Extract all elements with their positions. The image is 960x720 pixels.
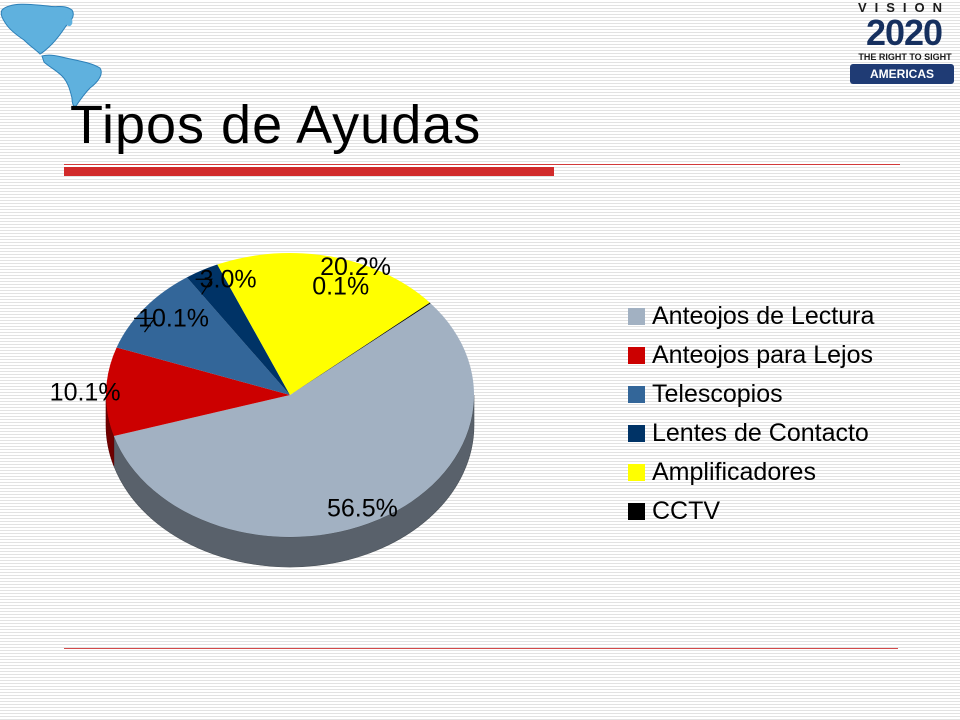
- leader-line-3: [195, 278, 213, 295]
- legend-label-3: Lentes de Contacto: [652, 419, 869, 447]
- legend-label-1: Anteojos para Lejos: [652, 341, 873, 369]
- footer-divider: [64, 648, 898, 649]
- legend-label-2: Telescopios: [652, 380, 783, 408]
- legend-label-4: Amplificadores: [652, 458, 816, 486]
- data-label-0: 56.5%: [327, 495, 398, 523]
- legend-swatch-0: [628, 308, 645, 325]
- title-underline-bar: [64, 167, 554, 176]
- pie-slice-lentes-de-contacto: [186, 264, 290, 395]
- data-label-5: 0.1%: [312, 273, 369, 301]
- legend-label-0: Anteojos de Lectura: [652, 302, 874, 330]
- pie-slice-telescopios: [116, 277, 290, 395]
- legend-swatch-5: [628, 503, 645, 520]
- data-label-2: 10.1%: [138, 304, 209, 332]
- logo-region-badge: AMERICAS: [850, 64, 954, 84]
- logo-year-text: 2020: [865, 12, 943, 53]
- data-label-1: 10.1%: [50, 378, 121, 406]
- legend-swatch-1: [628, 347, 645, 364]
- legend-swatch-3: [628, 425, 645, 442]
- legend-label-5: CCTV: [652, 497, 720, 525]
- pie-slice-anteojos-de-lectura: [113, 303, 474, 537]
- pie-slice-anteojos-para-lejos: [106, 347, 290, 437]
- pie-slice-amplificadores: [217, 252, 430, 395]
- logo-vision-text: VISION: [857, 0, 951, 15]
- americas-map-icon: [0, 3, 102, 107]
- logo-tagline: THE RIGHT TO SIGHT: [858, 52, 952, 62]
- data-label-3: 3.0%: [200, 265, 257, 293]
- title-underline-thin: [64, 164, 900, 165]
- pie-slice-cctv: [290, 302, 431, 395]
- legend-swatch-4: [628, 464, 645, 481]
- data-label-4: 20.2%: [320, 253, 391, 281]
- slide-title: Tipos de Ayudas: [70, 95, 482, 155]
- vision-2020-logo: VISION 2020 THE RIGHT TO SIGHT AMERICAS: [846, 0, 960, 92]
- leader-line-2: [134, 317, 156, 333]
- legend-swatch-2: [628, 386, 645, 403]
- pie-top-layer: [106, 252, 474, 537]
